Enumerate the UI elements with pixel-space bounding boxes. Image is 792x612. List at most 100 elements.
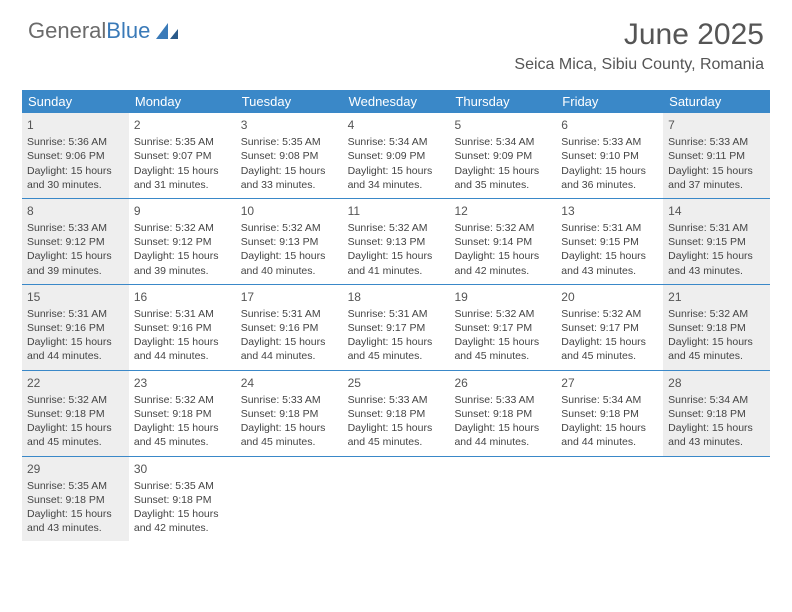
day-header: Saturday — [663, 90, 770, 113]
day-header: Sunday — [22, 90, 129, 113]
sunrise-text: Sunrise: 5:36 AM — [27, 135, 124, 149]
daylight-text: Daylight: 15 hours and 44 minutes. — [454, 421, 551, 449]
sunset-text: Sunset: 9:18 PM — [27, 407, 124, 421]
daylight-text: Daylight: 15 hours and 39 minutes. — [134, 249, 231, 277]
logo-sail-icon — [154, 21, 180, 41]
day-cell: 26Sunrise: 5:33 AMSunset: 9:18 PMDayligh… — [449, 371, 556, 456]
day-cell: 7Sunrise: 5:33 AMSunset: 9:11 PMDaylight… — [663, 113, 770, 198]
sunset-text: Sunset: 9:06 PM — [27, 149, 124, 163]
daylight-text: Daylight: 15 hours and 37 minutes. — [668, 164, 765, 192]
day-cell: 5Sunrise: 5:34 AMSunset: 9:09 PMDaylight… — [449, 113, 556, 198]
sunset-text: Sunset: 9:16 PM — [241, 321, 338, 335]
day-number: 20 — [561, 289, 658, 305]
day-cell: 19Sunrise: 5:32 AMSunset: 9:17 PMDayligh… — [449, 285, 556, 370]
sunset-text: Sunset: 9:17 PM — [454, 321, 551, 335]
daylight-text: Daylight: 15 hours and 43 minutes. — [27, 507, 124, 535]
sunrise-text: Sunrise: 5:31 AM — [668, 221, 765, 235]
day-cell: 21Sunrise: 5:32 AMSunset: 9:18 PMDayligh… — [663, 285, 770, 370]
sunrise-text: Sunrise: 5:34 AM — [348, 135, 445, 149]
empty-cell — [556, 457, 663, 542]
day-number: 25 — [348, 375, 445, 391]
logo-text-1: General — [28, 18, 106, 44]
day-number: 8 — [27, 203, 124, 219]
day-number: 27 — [561, 375, 658, 391]
sunset-text: Sunset: 9:18 PM — [134, 407, 231, 421]
daylight-text: Daylight: 15 hours and 45 minutes. — [561, 335, 658, 363]
day-number: 23 — [134, 375, 231, 391]
logo: GeneralBlue — [28, 18, 180, 44]
day-cell: 8Sunrise: 5:33 AMSunset: 9:12 PMDaylight… — [22, 199, 129, 284]
sunset-text: Sunset: 9:17 PM — [561, 321, 658, 335]
day-header: Tuesday — [236, 90, 343, 113]
title-block: June 2025 Seica Mica, Sibiu County, Roma… — [514, 18, 764, 74]
daylight-text: Daylight: 15 hours and 30 minutes. — [27, 164, 124, 192]
week-row: 1Sunrise: 5:36 AMSunset: 9:06 PMDaylight… — [22, 113, 770, 199]
day-number: 17 — [241, 289, 338, 305]
empty-cell — [663, 457, 770, 542]
sunset-text: Sunset: 9:18 PM — [134, 493, 231, 507]
sunrise-text: Sunrise: 5:33 AM — [454, 393, 551, 407]
location-text: Seica Mica, Sibiu County, Romania — [514, 56, 764, 74]
weeks-container: 1Sunrise: 5:36 AMSunset: 9:06 PMDaylight… — [22, 113, 770, 541]
sunrise-text: Sunrise: 5:32 AM — [561, 307, 658, 321]
daylight-text: Daylight: 15 hours and 45 minutes. — [348, 421, 445, 449]
day-number: 3 — [241, 117, 338, 133]
week-row: 15Sunrise: 5:31 AMSunset: 9:16 PMDayligh… — [22, 285, 770, 371]
day-cell: 15Sunrise: 5:31 AMSunset: 9:16 PMDayligh… — [22, 285, 129, 370]
day-cell: 4Sunrise: 5:34 AMSunset: 9:09 PMDaylight… — [343, 113, 450, 198]
sunrise-text: Sunrise: 5:34 AM — [454, 135, 551, 149]
day-number: 5 — [454, 117, 551, 133]
sunrise-text: Sunrise: 5:33 AM — [27, 221, 124, 235]
daylight-text: Daylight: 15 hours and 43 minutes. — [668, 421, 765, 449]
day-cell: 12Sunrise: 5:32 AMSunset: 9:14 PMDayligh… — [449, 199, 556, 284]
day-cell: 28Sunrise: 5:34 AMSunset: 9:18 PMDayligh… — [663, 371, 770, 456]
day-header: Friday — [556, 90, 663, 113]
sunset-text: Sunset: 9:14 PM — [454, 235, 551, 249]
sunset-text: Sunset: 9:13 PM — [241, 235, 338, 249]
sunrise-text: Sunrise: 5:32 AM — [27, 393, 124, 407]
day-number: 18 — [348, 289, 445, 305]
sunset-text: Sunset: 9:18 PM — [27, 493, 124, 507]
sunrise-text: Sunrise: 5:35 AM — [134, 135, 231, 149]
sunrise-text: Sunrise: 5:35 AM — [134, 479, 231, 493]
logo-text-2: Blue — [106, 18, 150, 44]
daylight-text: Daylight: 15 hours and 45 minutes. — [241, 421, 338, 449]
day-number: 15 — [27, 289, 124, 305]
day-cell: 1Sunrise: 5:36 AMSunset: 9:06 PMDaylight… — [22, 113, 129, 198]
day-cell: 23Sunrise: 5:32 AMSunset: 9:18 PMDayligh… — [129, 371, 236, 456]
day-cell: 30 Sunrise: 5:35 AMSunset: 9:18 PMDayligh… — [129, 457, 236, 542]
empty-cell — [449, 457, 556, 542]
day-cell: 17Sunrise: 5:31 AMSunset: 9:16 PMDayligh… — [236, 285, 343, 370]
day-number: 22 — [27, 375, 124, 391]
sunset-text: Sunset: 9:15 PM — [561, 235, 658, 249]
day-number: 30 — [134, 461, 231, 477]
day-number: 24 — [241, 375, 338, 391]
daylight-text: Daylight: 15 hours and 45 minutes. — [27, 421, 124, 449]
sunset-text: Sunset: 9:10 PM — [561, 149, 658, 163]
daylight-text: Daylight: 15 hours and 43 minutes. — [668, 249, 765, 277]
daylight-text: Daylight: 15 hours and 33 minutes. — [241, 164, 338, 192]
sunrise-text: Sunrise: 5:33 AM — [668, 135, 765, 149]
day-number: 4 — [348, 117, 445, 133]
sunset-text: Sunset: 9:11 PM — [668, 149, 765, 163]
day-cell: 24Sunrise: 5:33 AMSunset: 9:18 PMDayligh… — [236, 371, 343, 456]
sunset-text: Sunset: 9:12 PM — [134, 235, 231, 249]
day-number: 10 — [241, 203, 338, 219]
sunset-text: Sunset: 9:18 PM — [348, 407, 445, 421]
daylight-text: Daylight: 15 hours and 36 minutes. — [561, 164, 658, 192]
day-header-row: SundayMondayTuesdayWednesdayThursdayFrid… — [22, 90, 770, 113]
daylight-text: Daylight: 15 hours and 44 minutes. — [134, 335, 231, 363]
sunset-text: Sunset: 9:18 PM — [668, 407, 765, 421]
sunset-text: Sunset: 9:09 PM — [348, 149, 445, 163]
day-number: 16 — [134, 289, 231, 305]
sunset-text: Sunset: 9:16 PM — [134, 321, 231, 335]
sunrise-text: Sunrise: 5:33 AM — [561, 135, 658, 149]
daylight-text: Daylight: 15 hours and 42 minutes. — [134, 507, 231, 535]
day-number: 6 — [561, 117, 658, 133]
daylight-text: Daylight: 15 hours and 43 minutes. — [561, 249, 658, 277]
header: GeneralBlue June 2025 Seica Mica, Sibiu … — [0, 0, 792, 82]
day-cell: 2Sunrise: 5:35 AMSunset: 9:07 PMDaylight… — [129, 113, 236, 198]
day-cell: 6 Sunrise: 5:33 AMSunset: 9:10 PMDaylight… — [556, 113, 663, 198]
day-cell: 9Sunrise: 5:32 AMSunset: 9:12 PMDaylight… — [129, 199, 236, 284]
sunset-text: Sunset: 9:18 PM — [241, 407, 338, 421]
